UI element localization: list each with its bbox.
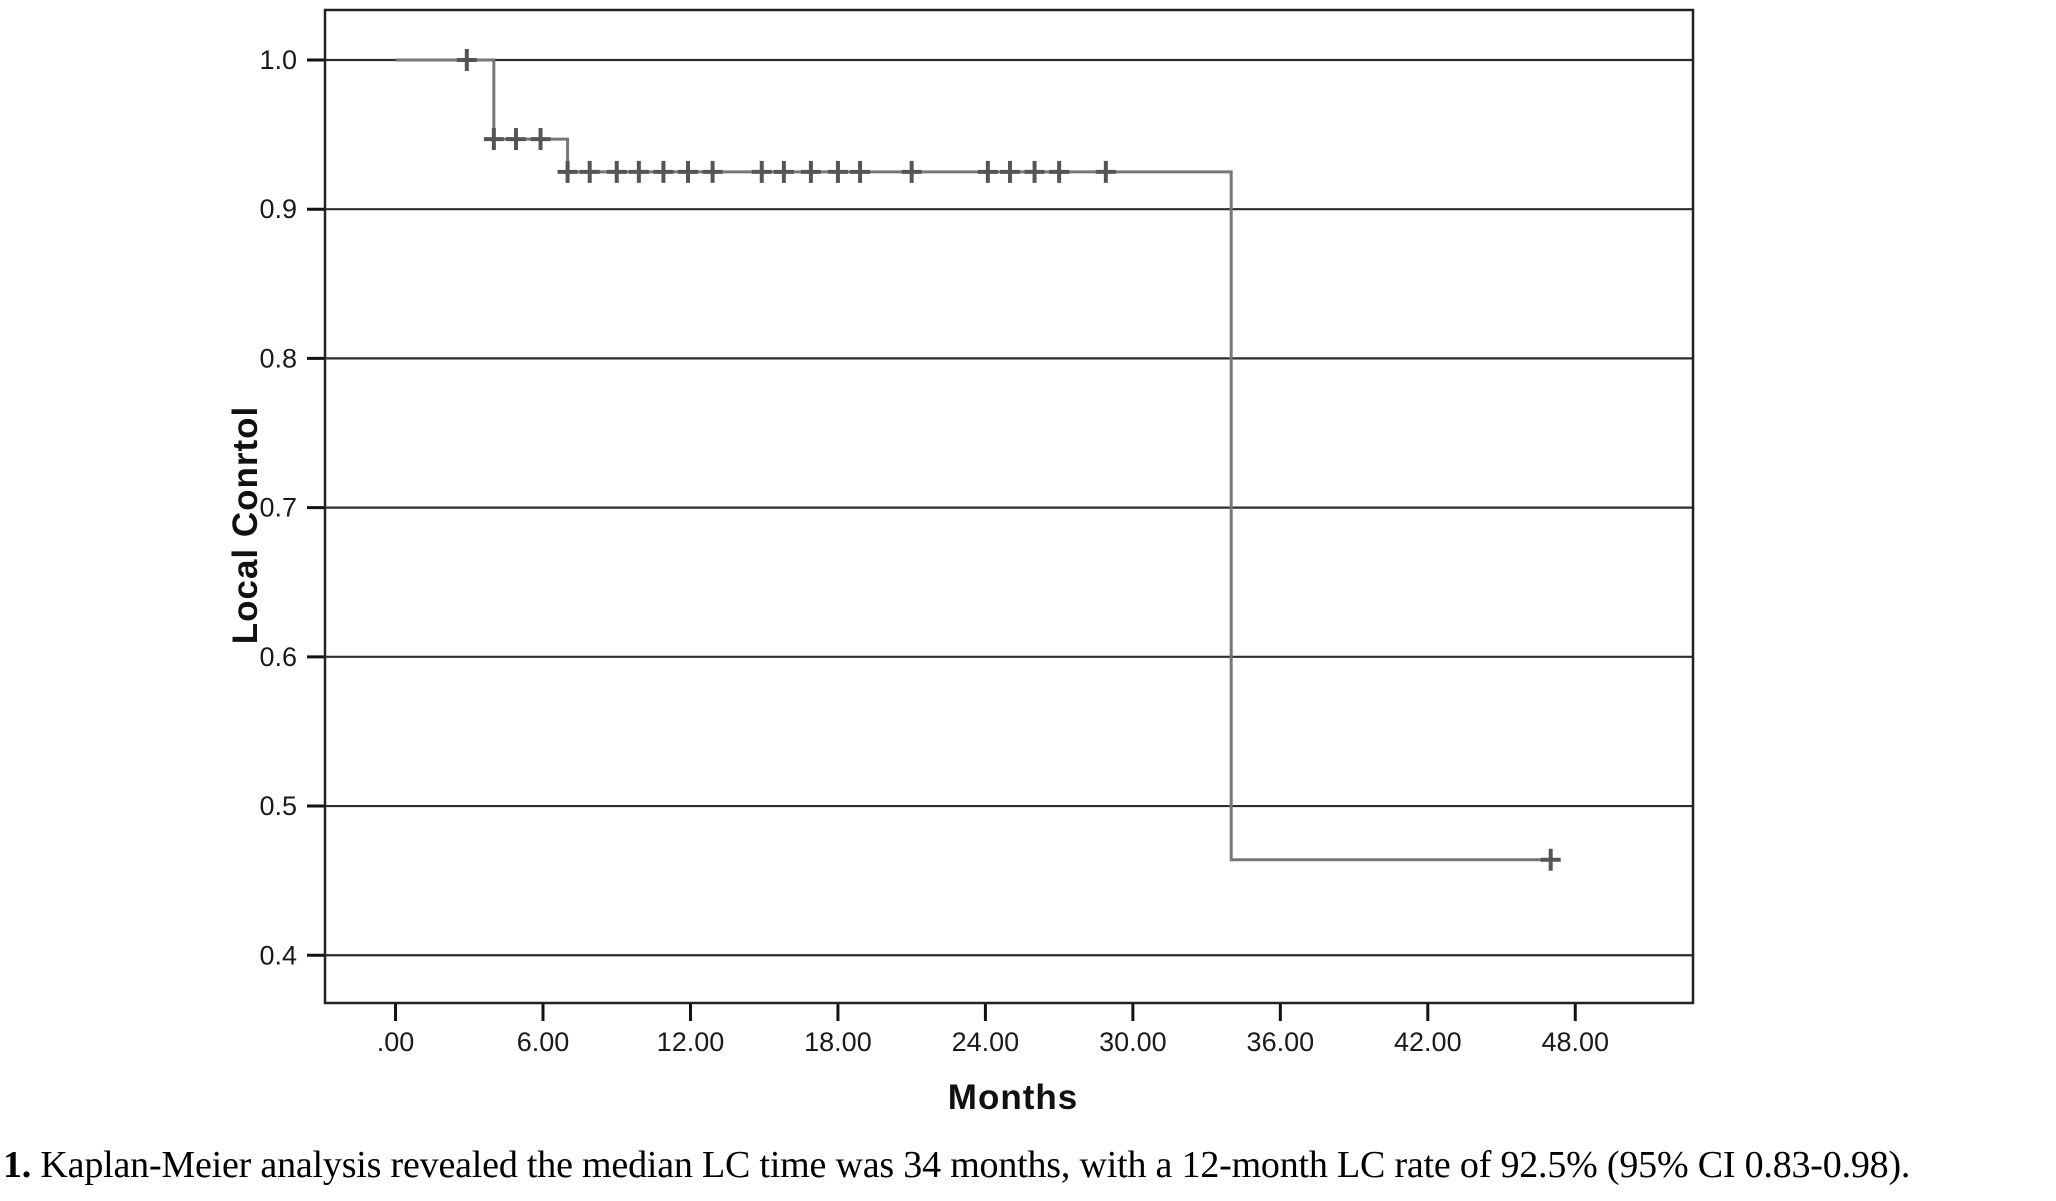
x-tick-label: 48.00 xyxy=(1541,1027,1609,1057)
figure-caption: 1. Kaplan-Meier analysis revealed the me… xyxy=(3,1143,2053,1187)
x-tick-label: 6.00 xyxy=(517,1027,570,1057)
y-tick-label: 0.8 xyxy=(259,343,297,373)
y-tick-label: 0.5 xyxy=(259,791,297,821)
x-axis-title: Months xyxy=(947,1078,1079,1117)
figure-caption-number: 1. xyxy=(3,1144,32,1186)
y-tick-label: 0.6 xyxy=(259,642,297,672)
y-tick-label: 0.4 xyxy=(259,940,297,970)
x-tick-label: 30.00 xyxy=(1099,1027,1167,1057)
x-tick-label: 12.00 xyxy=(657,1027,725,1057)
y-tick-label: 0.9 xyxy=(259,194,297,224)
x-tick-label: 36.00 xyxy=(1247,1027,1315,1057)
y-axis-title: Local Conrtol xyxy=(226,405,265,645)
x-tick-label: 24.00 xyxy=(952,1027,1020,1057)
x-tick-label: 42.00 xyxy=(1394,1027,1462,1057)
figure-caption-text: Kaplan-Meier analysis revealed the media… xyxy=(31,1144,1911,1186)
plot-frame xyxy=(323,8,1695,1005)
km-step-curve xyxy=(395,58,1551,862)
x-tick-label: 18.00 xyxy=(804,1027,872,1057)
y-tick-label: 1.0 xyxy=(259,45,297,75)
y-tick-label: 0.7 xyxy=(259,493,297,523)
x-tick-label: .00 xyxy=(377,1027,415,1057)
